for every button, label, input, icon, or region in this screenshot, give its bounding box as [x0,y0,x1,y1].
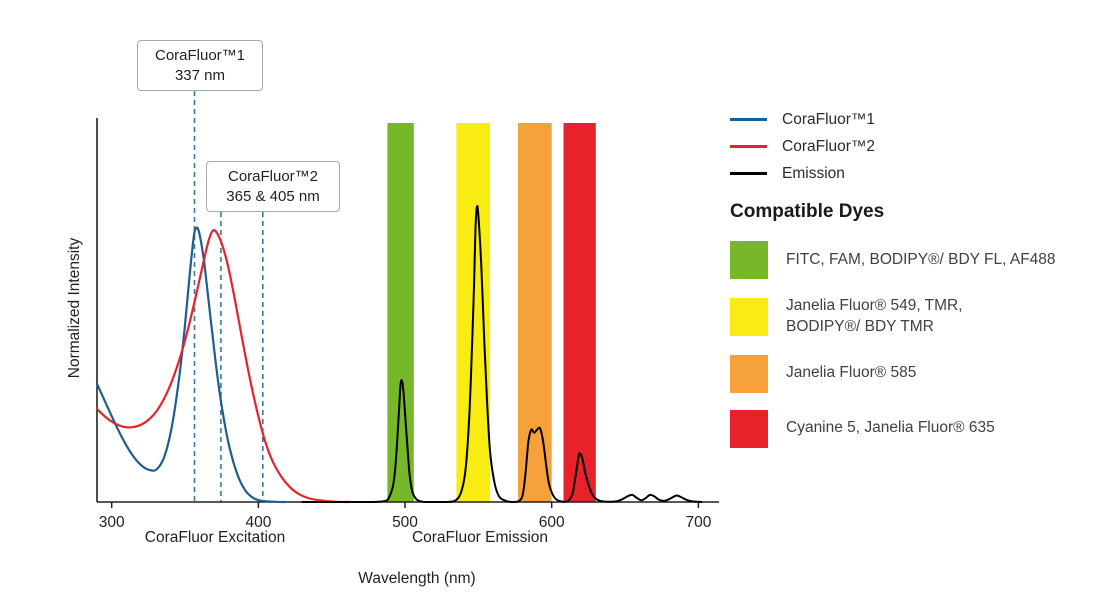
legend-item-corafluor2: CoraFluor™2 [730,133,1106,160]
red-dye-swatch [730,409,768,448]
legend-item-emission: Emission [730,160,1106,187]
filter-band-green [387,123,414,502]
spectra-chart: 300 400 500 600 700 [95,91,719,531]
red-dye-label: Cyanine 5, Janelia Fluor® 635 [786,419,995,437]
annotation-corafluor2-value: 365 & 405 nm [226,187,320,205]
filter-band-red [563,123,596,502]
corafluor2-line-swatch [730,145,767,148]
dye-item-orange: Janelia Fluor® 585 [730,354,1106,393]
emission-line-swatch [730,172,767,175]
yellow-dye-swatch [730,297,768,336]
legend-item-emission-label: Emission [782,164,845,182]
legend: CoraFluor™1 CoraFluor™2 Emission Compati… [730,106,1106,465]
annotation-corafluor2-name: CoraFluor™2 [227,168,319,185]
corafluor1-line-swatch [730,118,767,121]
legend-item-corafluor1-label: CoraFluor™1 [782,110,876,128]
x-tick-label: 600 [539,514,565,531]
dye-item-yellow: Janelia Fluor® 549, TMR, BODIPY®/ BDY TM… [730,296,1106,338]
dye-item-green: FITC, FAM, BODIPY®/ BDY FL, AF488 [730,241,1106,279]
x-tick-label: 500 [392,514,418,531]
annotation-corafluor1-value: 337 nm [174,66,226,84]
x-tick-label: 400 [245,514,271,531]
annotation-corafluor2-365-405nm: CoraFluor™2 365 & 405 nm [206,161,340,212]
compatible-dyes-heading: Compatible Dyes [730,201,885,222]
annotation-corafluor1-name: CoraFluor™1 [154,47,246,64]
x-tick-label: 300 [99,514,125,531]
green-dye-label: FITC, FAM, BODIPY®/ BDY FL, AF488 [786,250,1056,268]
emission-region-label: CoraFluor Emission [411,529,549,546]
x-axis-label: Wavelength (nm) [358,570,476,587]
series-CoraFluor™1 [95,226,286,504]
legend-item-corafluor2-label: CoraFluor™2 [782,137,876,155]
excitation-region-label: CoraFluor Excitation [144,529,286,546]
dye-item-red: Cyanine 5, Janelia Fluor® 635 [730,409,1106,448]
orange-dye-swatch [730,354,768,393]
orange-dye-label: Janelia Fluor® 585 [786,364,917,382]
legend-item-corafluor1: CoraFluor™1 [730,106,1106,133]
green-dye-swatch [730,241,768,279]
series-CoraFluor™2 [95,229,351,504]
filter-band-orange [518,123,552,502]
yellow-dye-label: Janelia Fluor® 549, TMR, BODIPY®/ BDY TM… [786,297,963,335]
annotation-corafluor1-337nm: CoraFluor™1 337 nm [137,40,263,91]
x-tick-label: 700 [685,514,711,531]
y-axis-label: Normalized Intensity [66,237,83,379]
series-Emission [301,204,703,503]
